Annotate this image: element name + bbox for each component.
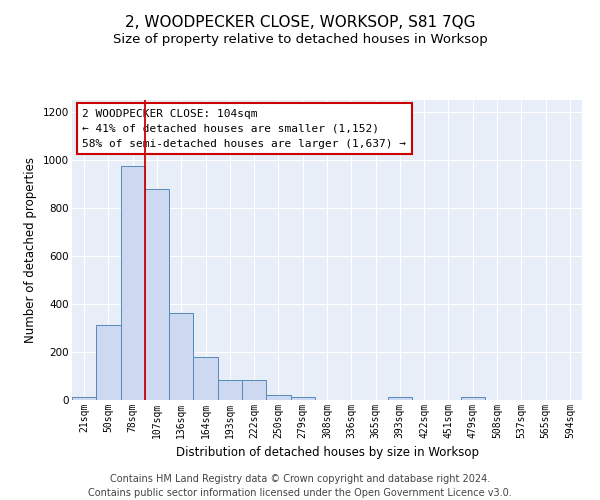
Text: 2 WOODPECKER CLOSE: 104sqm
← 41% of detached houses are smaller (1,152)
58% of s: 2 WOODPECKER CLOSE: 104sqm ← 41% of deta… [82, 109, 406, 148]
Text: Contains HM Land Registry data © Crown copyright and database right 2024.
Contai: Contains HM Land Registry data © Crown c… [88, 474, 512, 498]
Bar [169, 313, 193, 400]
Bar [121, 166, 145, 400]
Bar [96, 325, 121, 400]
Bar [290, 397, 315, 400]
Text: 2, WOODPECKER CLOSE, WORKSOP, S81 7QG: 2, WOODPECKER CLOSE, WORKSOP, S81 7QG [125, 15, 475, 30]
Bar [388, 397, 412, 400]
Bar [72, 397, 96, 400]
Bar [266, 394, 290, 400]
Text: Size of property relative to detached houses in Worksop: Size of property relative to detached ho… [113, 32, 487, 46]
Bar [218, 380, 242, 400]
X-axis label: Distribution of detached houses by size in Worksop: Distribution of detached houses by size … [176, 446, 479, 460]
Y-axis label: Number of detached properties: Number of detached properties [25, 157, 37, 343]
Bar [193, 357, 218, 400]
Bar [461, 397, 485, 400]
Bar [242, 380, 266, 400]
Bar [145, 190, 169, 400]
